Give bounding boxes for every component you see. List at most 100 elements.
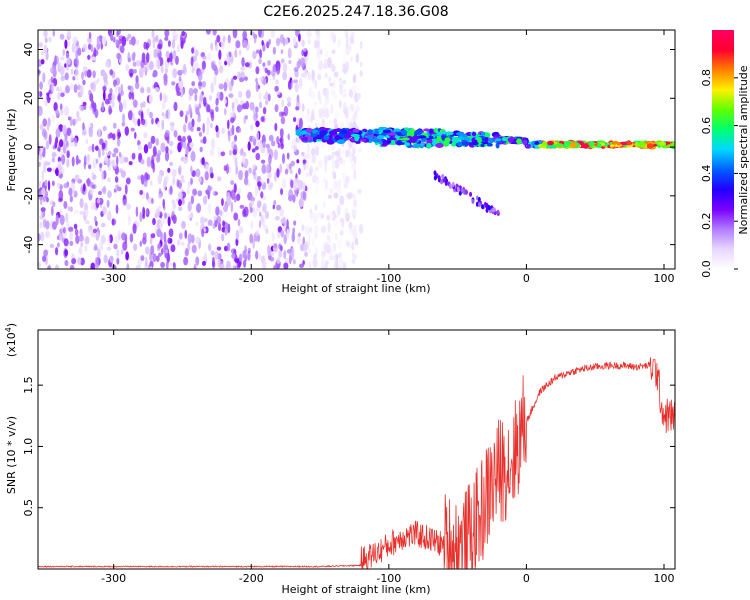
noise-cell: [311, 109, 315, 118]
noise-cell: [268, 181, 272, 187]
signal-cell: [314, 134, 324, 139]
noise-cell: [285, 38, 289, 45]
noise-cell: [149, 180, 153, 186]
noise-cell: [67, 206, 71, 211]
noise-cell: [137, 118, 141, 127]
signal-cell: [359, 138, 367, 142]
noise-cell: [88, 31, 92, 39]
noise-cell: [324, 178, 328, 190]
signal-cell: [471, 131, 477, 137]
noise-cell: [140, 111, 144, 122]
noise-cell: [235, 164, 239, 175]
noise-cell: [320, 213, 325, 219]
noise-cell: [195, 256, 200, 266]
noise-cell: [332, 242, 337, 253]
signal-cell: [396, 132, 403, 136]
noise-cell: [180, 241, 185, 246]
noise-cell: [247, 250, 251, 261]
noise-cell: [200, 94, 204, 100]
noise-cell: [327, 57, 333, 69]
noise-cell: [165, 109, 169, 119]
noise-cell: [292, 179, 298, 191]
noise-cell: [235, 237, 239, 247]
signal-cell: [480, 131, 486, 136]
noise-cell: [169, 122, 175, 127]
noise-cell: [279, 34, 285, 44]
noise-cell: [65, 85, 70, 94]
noise-cell: [314, 79, 317, 89]
noise-cell: [116, 138, 121, 147]
snr-panel: -300 -200 -100 0 100 0.5 1.0 1.5 Height of str…: [4, 323, 676, 596]
noise-cell: [334, 219, 338, 227]
noise-cell: [209, 108, 215, 115]
signal-cell: [350, 133, 360, 138]
noise-cell: [122, 99, 127, 110]
noise-cell: [317, 211, 322, 218]
noise-cell: [106, 246, 112, 251]
noise-cell: [50, 205, 54, 216]
noise-cell: [92, 231, 96, 238]
noise-cell: [72, 76, 76, 81]
noise-cell: [127, 33, 132, 39]
noise-cell: [288, 59, 292, 64]
noise-cell: [227, 223, 231, 234]
noise-cell: [227, 119, 230, 130]
noise-cell: [352, 224, 357, 231]
noise-cell: [187, 214, 192, 219]
noise-cell: [114, 235, 120, 244]
noise-cell: [73, 84, 78, 93]
noise-cell: [300, 57, 305, 68]
noise-cell: [291, 79, 294, 84]
noise-cell: [50, 66, 55, 74]
snr-x-tick-label: -300: [101, 572, 126, 585]
noise-cell: [190, 150, 196, 162]
noise-cell: [59, 139, 64, 148]
signal-cell: [389, 137, 397, 141]
noise-cell: [163, 73, 168, 82]
signal-cell: [464, 137, 471, 142]
noise-cell: [57, 164, 62, 176]
noise-cell: [52, 30, 56, 37]
signal-cell: [367, 129, 373, 135]
noise-cell: [82, 79, 86, 86]
noise-cell: [132, 61, 137, 67]
noise-cell: [258, 58, 262, 65]
noise-cell: [197, 70, 203, 82]
noise-cell: [101, 101, 105, 112]
noise-cell: [323, 100, 327, 111]
noise-cell: [268, 134, 274, 142]
noise-cell: [127, 85, 132, 91]
noise-cell: [40, 59, 45, 65]
noise-cell: [126, 263, 130, 269]
snr-y-tick-label: 1.5: [22, 376, 35, 394]
noise-cell: [139, 211, 143, 223]
noise-cell: [164, 129, 170, 137]
noise-cell: [348, 88, 354, 98]
noise-cell: [178, 206, 183, 212]
noise-cell: [292, 36, 296, 47]
noise-cell: [227, 131, 231, 142]
noise-cell: [258, 220, 262, 229]
noise-cell: [146, 42, 150, 49]
noise-cell: [233, 183, 237, 194]
noise-cell: [345, 175, 350, 184]
noise-cell: [94, 264, 99, 269]
noise-cell: [38, 180, 42, 188]
signal-cell: [423, 128, 430, 132]
noise-cell: [251, 135, 256, 141]
noise-cell: [40, 231, 45, 242]
noise-cell: [42, 218, 47, 229]
noise-cell: [62, 226, 66, 234]
noise-cell: [276, 257, 281, 264]
noise-cell: [255, 81, 260, 93]
noise-cell: [272, 46, 277, 55]
noise-cell: [197, 190, 203, 197]
noise-cell: [275, 79, 279, 85]
noise-cell: [248, 61, 253, 69]
noise-cell: [324, 108, 330, 119]
noise-cell: [286, 96, 292, 103]
noise-cell: [230, 201, 234, 213]
noise-cell: [56, 182, 61, 188]
noise-cell: [327, 194, 333, 199]
noise-cell: [143, 131, 148, 139]
